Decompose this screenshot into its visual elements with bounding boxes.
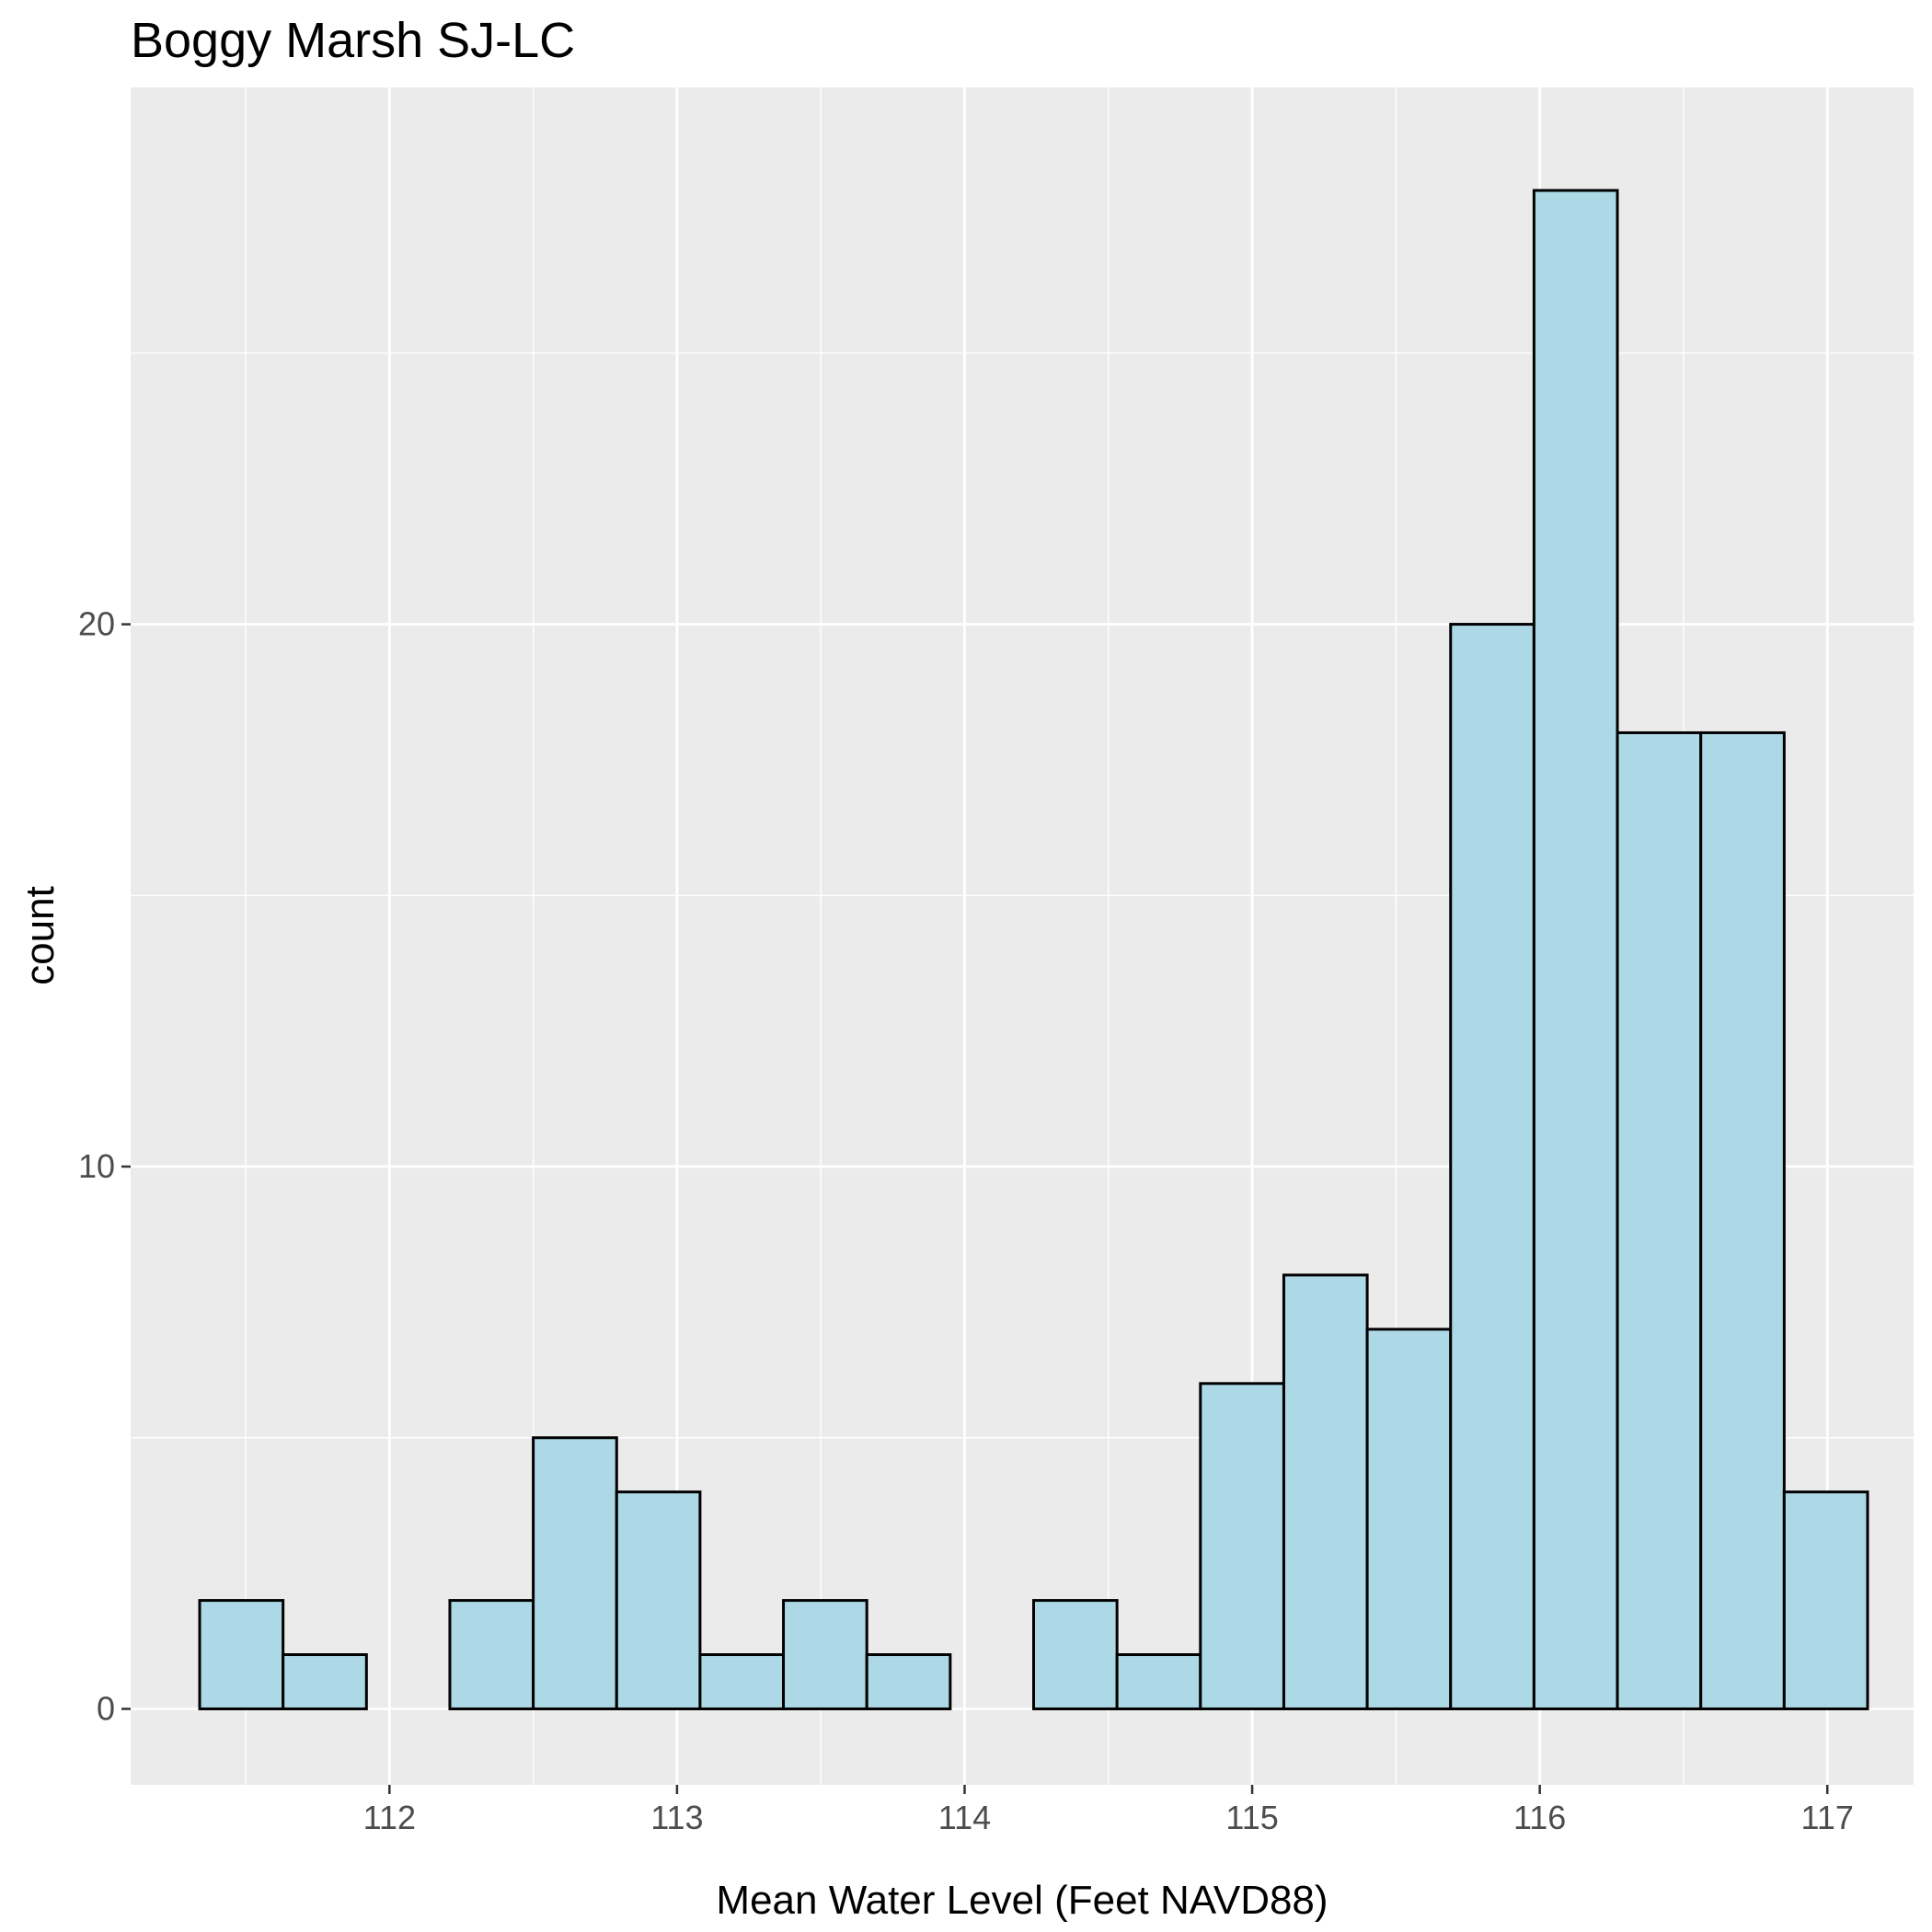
histogram-bars [198, 189, 1869, 1710]
histogram-bar [1449, 623, 1535, 1710]
histogram-bar [1032, 1599, 1119, 1710]
histogram-bar [865, 1653, 952, 1710]
axis-ticks: 112 113 114 115 116 117 0 10 20 [78, 605, 1854, 1836]
histogram-bar [1699, 730, 1786, 1710]
x-axis-title: Mean Water Level (Feet NAVD88) [716, 1878, 1328, 1923]
histogram-bar [532, 1436, 618, 1710]
histogram-bar [698, 1653, 786, 1710]
y-tick-label: 10 [78, 1147, 115, 1185]
histogram-bar [198, 1599, 285, 1710]
histogram-bar [1782, 1490, 1869, 1710]
histogram-bar [1199, 1382, 1285, 1710]
histogram-bar [1282, 1273, 1369, 1710]
x-tick-label: 116 [1513, 1799, 1566, 1836]
x-tick-label: 115 [1225, 1799, 1278, 1836]
histogram-bar [1115, 1653, 1202, 1710]
x-tick-label: 117 [1801, 1799, 1854, 1836]
chart-title: Boggy Marsh SJ-LC [131, 13, 575, 68]
x-tick-label: 112 [363, 1799, 416, 1836]
y-tick-label: 20 [78, 605, 115, 643]
histogram-bar [448, 1599, 535, 1710]
x-tick-label: 113 [650, 1799, 703, 1836]
histogram-bar [615, 1490, 702, 1710]
y-tick-label: 0 [97, 1689, 115, 1727]
histogram-bar [1365, 1328, 1453, 1710]
histogram-bar [1616, 730, 1703, 1710]
x-tick-label: 114 [938, 1799, 991, 1836]
y-axis-title: count [17, 886, 63, 985]
histogram-bar [782, 1599, 868, 1710]
histogram-bar [1532, 189, 1619, 1710]
histogram-bar [282, 1653, 368, 1710]
